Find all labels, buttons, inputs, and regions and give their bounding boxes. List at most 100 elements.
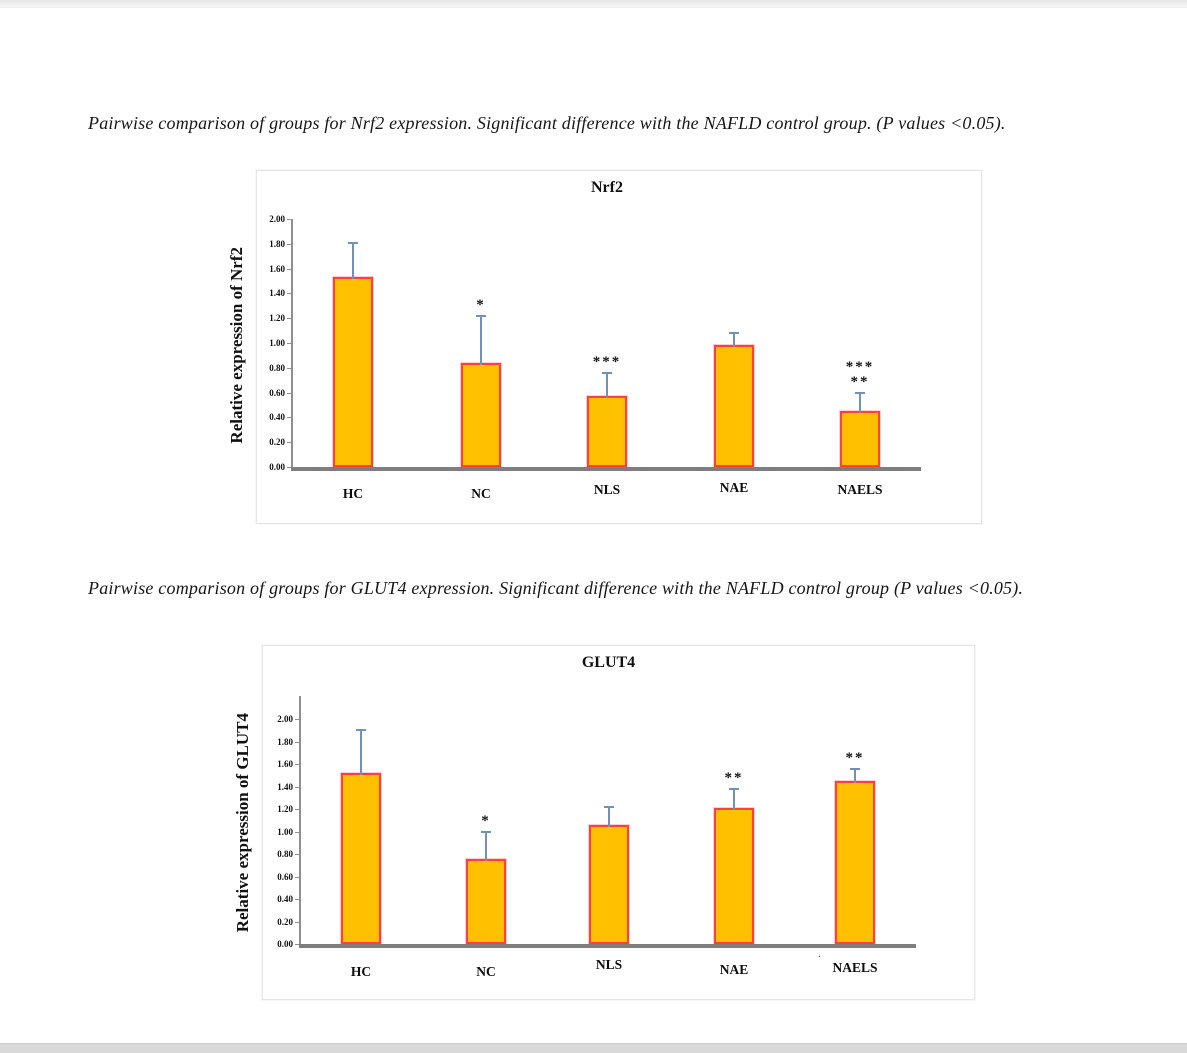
figure-caption-nrf2: Pairwise comparison of groups for Nrf2 e… (88, 113, 1006, 133)
bar-nc (461, 362, 501, 467)
significance-stars: ** (850, 373, 870, 390)
error-bar-cap (481, 830, 491, 833)
error-bar-cap (476, 314, 486, 317)
error-bar (485, 831, 487, 861)
y-axis-label-text: Relative expression of GLUT4 (233, 712, 252, 933)
bar-nae (714, 807, 754, 944)
y-tick-mark (287, 318, 291, 320)
y-tick-label: 2.00 (277, 714, 293, 724)
y-tick-mark (287, 442, 291, 444)
y-tick-label: 1.20 (277, 804, 293, 814)
x-category-label: NAELS (832, 960, 878, 975)
error-bar (480, 315, 482, 365)
x-category-label: NC (476, 964, 496, 979)
error-bar (733, 788, 735, 810)
y-tick-mark (287, 343, 291, 344)
y-tick-mark (295, 786, 299, 788)
bar-hc (341, 773, 381, 944)
error-bar-cap (356, 729, 366, 732)
x-category-label: HC (350, 964, 372, 979)
y-tick-label: 1.60 (277, 759, 293, 769)
chart-title-nrf2: Nrf2 (591, 179, 623, 196)
y-tick-mark (287, 219, 291, 220)
chart-panel-nrf2: Nrf2 0.00 0.20 0.40 0.60 0.80 1.00 1.20 1.40 1.6… (256, 170, 982, 524)
y-tick-mark (295, 719, 299, 720)
bar-nls (587, 396, 627, 467)
y-tick-label: 1.60 (269, 263, 285, 274)
bar-hc (333, 277, 373, 467)
y-axis-label-glut4: Relative expression of GLUT4 (226, 685, 260, 960)
error-bar-cap (855, 391, 865, 394)
y-tick-mark (295, 921, 299, 923)
bar-naels (840, 411, 880, 467)
error-bar (360, 730, 362, 775)
y-tick-label: 1.00 (277, 826, 293, 837)
y-tick-mark (295, 899, 299, 900)
y-tick-label: 0.00 (269, 462, 285, 472)
x-axis-line (291, 467, 921, 471)
x-category-label: HC (342, 486, 364, 501)
y-tick-mark (287, 293, 291, 295)
page-top-strip (0, 0, 1187, 8)
significance-stars: * (481, 812, 491, 829)
significance-stars: * (476, 296, 486, 313)
y-tick-label: 1.40 (277, 781, 293, 792)
error-bar-cap (850, 767, 860, 770)
y-axis-line (291, 219, 293, 471)
y-tick-mark (287, 367, 291, 369)
significance-stars: ** (845, 749, 865, 766)
bar-naels (835, 780, 875, 944)
x-category-label: NLS (593, 482, 621, 497)
error-bar-cap (348, 241, 358, 244)
error-bar-cap (602, 371, 612, 374)
y-tick-mark (295, 831, 299, 833)
plot-area-glut4: 0.00 0.20 0.40 0.60 0.80 1.00 1.20 1.40 1.60 1.80… (263, 646, 974, 999)
y-tick-label: 0.20 (277, 916, 293, 927)
y-tick-label: 0.40 (277, 894, 293, 904)
y-tick-label: 2.00 (269, 214, 285, 224)
error-bar (352, 242, 354, 280)
y-tick-mark (295, 854, 299, 855)
y-tick-label: 0.40 (269, 412, 285, 423)
error-bar-cap (604, 805, 614, 808)
y-tick-label: 0.20 (269, 437, 285, 448)
y-tick-mark (287, 243, 291, 245)
y-tick-mark (295, 741, 299, 743)
chart-panel-glut4: GLUT4 0.00 0.20 0.40 0.60 0.80 1.00 1.20 1.40 1.… (262, 645, 975, 1000)
y-tick-label: 1.00 (269, 338, 285, 348)
x-axis-line (299, 944, 916, 948)
bar-nls (589, 824, 629, 944)
y-tick-mark (295, 764, 299, 765)
y-tick-mark (287, 392, 291, 394)
error-bar (859, 392, 861, 414)
error-bar (608, 806, 610, 827)
y-tick-label: 0.60 (269, 387, 285, 398)
plot-area-nrf2: 0.00 0.20 0.40 0.60 0.80 1.00 1.20 1.40 1.60 1.80… (257, 171, 981, 523)
y-tick-mark (295, 809, 299, 810)
error-bar-cap (729, 332, 739, 335)
bar-nc (466, 858, 506, 944)
page-bottom-strip (0, 1043, 1187, 1053)
y-axis-label-text: Relative expression of Nrf2 (227, 246, 246, 444)
figure-caption-glut4: Pairwise comparison of groups for GLUT4 … (88, 578, 1024, 598)
y-tick-label: 0.80 (277, 849, 293, 859)
y-tick-label: 1.20 (269, 313, 285, 324)
x-category-label: NAE (719, 480, 749, 495)
y-tick-mark (295, 944, 299, 945)
y-tick-label: 0.60 (277, 871, 293, 882)
stray-mark: . (818, 946, 821, 960)
error-bar (733, 333, 735, 348)
x-category-label: NAELS (837, 482, 883, 497)
y-tick-label: 0.00 (277, 939, 293, 949)
y-tick-label: 1.40 (269, 288, 285, 299)
bar-nae (714, 345, 754, 467)
y-tick-label: 0.80 (269, 362, 285, 373)
y-tick-mark (287, 467, 291, 468)
y-tick-mark (287, 417, 291, 419)
significance-stars: *** (845, 358, 875, 375)
chart-title-glut4: GLUT4 (581, 654, 636, 671)
x-category-label: NC (471, 486, 491, 501)
y-tick-mark (287, 268, 291, 270)
significance-stars: *** (592, 353, 622, 370)
error-bar-cap (729, 787, 739, 790)
